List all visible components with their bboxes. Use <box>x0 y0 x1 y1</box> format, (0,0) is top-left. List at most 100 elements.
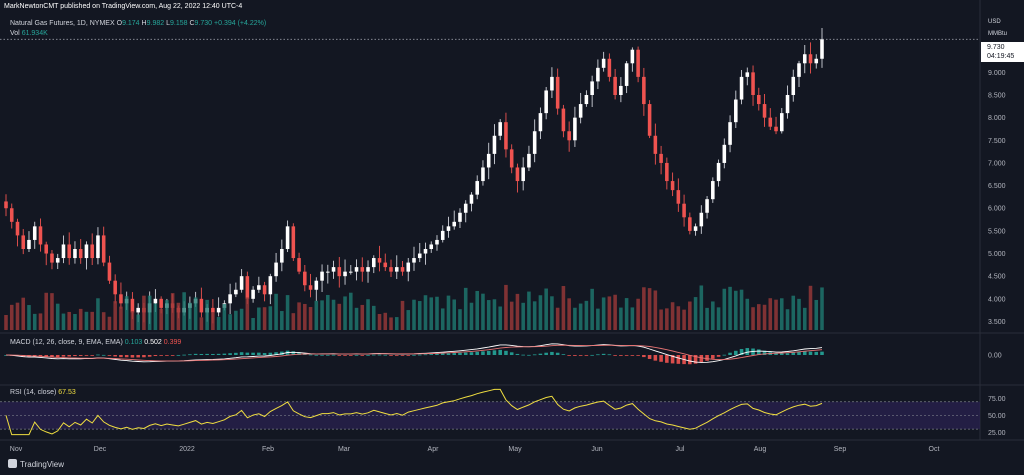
macd-hist-bar <box>360 355 365 356</box>
macd-hist-bar <box>797 351 801 355</box>
macd-hist-bar <box>331 354 336 356</box>
macd-hist-bar <box>745 348 750 355</box>
volume-bar <box>188 302 192 330</box>
candle-body <box>429 244 434 249</box>
volume-bar <box>303 303 307 330</box>
candle-body <box>78 249 83 259</box>
macd-hist-bar <box>647 355 652 359</box>
price-tick-label: 8.500 <box>988 93 1006 100</box>
macd-hist-bar <box>578 355 583 356</box>
volume-bar <box>705 307 709 330</box>
candle-body <box>406 262 411 272</box>
candle-body <box>509 149 514 168</box>
candle-body <box>820 39 824 59</box>
candle-body <box>366 267 370 272</box>
rsi-label: RSI (14, close) <box>10 389 57 396</box>
time-tick-label: 2022 <box>179 446 195 453</box>
time-tick-label: Sep <box>834 446 847 453</box>
macd-hist-bar <box>688 355 692 365</box>
volume-bar <box>446 295 451 330</box>
volume-bar <box>314 300 319 330</box>
macd-hist-bar <box>377 354 382 356</box>
candle-body <box>791 76 796 95</box>
macd-hist-bar <box>147 355 152 357</box>
macd-hist-bar <box>90 355 94 356</box>
macd-hist-bar <box>584 355 589 356</box>
volume-bar <box>716 307 721 330</box>
volume-bar <box>722 288 727 330</box>
macd-hist-bar <box>653 355 658 361</box>
macd-hist-bar <box>728 352 732 355</box>
macd-hist-bar <box>245 352 250 355</box>
time-tick-label: Oct <box>929 446 940 453</box>
candle-body <box>544 90 548 114</box>
volume-bar <box>739 289 744 330</box>
macd-hist-bar <box>119 355 123 358</box>
volume-bar <box>4 314 8 330</box>
tradingview-logo[interactable]: TradingView <box>8 459 64 469</box>
macd-hist-bar <box>354 354 359 356</box>
candle-body <box>578 104 583 118</box>
volume-bar <box>779 298 784 330</box>
volume-bar <box>711 301 715 330</box>
macd-hist-bar <box>596 354 600 356</box>
volume-bar <box>142 295 146 330</box>
volume-bar <box>394 317 399 330</box>
macd-hist-bar <box>291 351 296 355</box>
volume-bar <box>383 312 388 330</box>
volume-bar <box>251 317 255 330</box>
volume-bar <box>624 298 629 330</box>
macd-hist-bar <box>630 355 635 356</box>
candle-body <box>15 221 20 236</box>
volume-bar <box>107 316 112 330</box>
candle-body <box>590 81 594 95</box>
candle-body <box>757 95 761 105</box>
volume-bar <box>73 314 77 330</box>
candle-body <box>400 267 405 272</box>
volume-bar <box>561 286 566 330</box>
macd-hist-bar <box>343 355 347 356</box>
candle-body <box>573 117 577 141</box>
macd-hist-bar <box>498 349 502 355</box>
volume-bar <box>176 302 181 330</box>
price-tick-label: 6.000 <box>988 206 1006 213</box>
publisher-line: MarkNewtonCMT published on TradingView.c… <box>4 3 243 10</box>
volume-bar <box>423 295 428 330</box>
volume-bar <box>136 314 140 330</box>
macd-hist-bar <box>61 355 66 357</box>
macd-hist-bar <box>423 354 428 356</box>
macd-hist-bar <box>716 355 721 357</box>
candle-body <box>32 226 37 240</box>
volume-bar <box>429 297 434 330</box>
candle-body <box>280 249 284 263</box>
macd-hist-bar <box>222 353 227 355</box>
macd-hist-bar <box>211 353 215 355</box>
volume-bar <box>257 307 261 330</box>
macd-hist-bar <box>389 355 393 356</box>
macd-hist-bar <box>779 353 784 355</box>
macd-hist-bar <box>762 350 767 355</box>
volume-bar <box>44 292 49 330</box>
candle-body <box>61 244 66 259</box>
volume-bar <box>440 308 445 330</box>
candle-body <box>50 253 54 263</box>
macd-hist-bar <box>101 354 106 356</box>
price-tick-label: 5.500 <box>988 228 1006 235</box>
volume-bar <box>504 284 508 330</box>
price-tick-label: 6.500 <box>988 183 1006 190</box>
candle-body <box>469 194 474 204</box>
macd-hist-bar <box>567 355 571 356</box>
macd-hist-bar <box>199 353 204 355</box>
volume-bar <box>665 308 669 330</box>
volume-bar <box>412 299 416 330</box>
time-tick-label: Apr <box>428 446 440 453</box>
macd-hist-bar <box>642 355 646 358</box>
candle-body <box>682 203 686 218</box>
candle-body <box>532 131 537 154</box>
candle-body <box>199 298 204 313</box>
macd-hist-bar <box>280 351 284 355</box>
macd-hist-bar <box>527 354 531 356</box>
macd-hist-bar <box>711 355 715 359</box>
last-price-badge: 9.730 04:19:45 <box>981 42 1024 62</box>
